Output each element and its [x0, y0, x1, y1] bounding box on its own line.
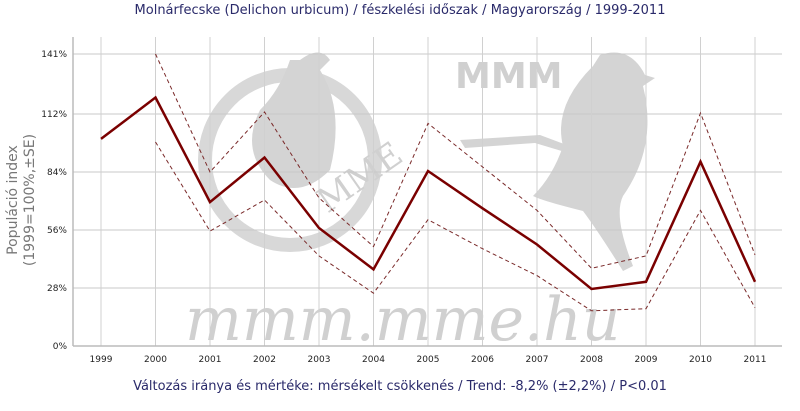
x-tick-label: 2001 — [199, 355, 222, 365]
x-tick-label: 2011 — [744, 355, 767, 365]
x-tick-label: 2000 — [144, 355, 167, 365]
y-tick-label: 0% — [53, 342, 68, 352]
x-tick-label: 2009 — [635, 355, 658, 365]
x-tick-label: 2007 — [526, 355, 549, 365]
chart-title: Molnárfecske (Delichon urbicum) / fészke… — [134, 3, 666, 18]
x-tick-label: 2003 — [308, 355, 331, 365]
mmm-logo-bird — [533, 52, 655, 271]
x-tick-label: 2010 — [689, 355, 712, 365]
y-tick-label: 141% — [41, 50, 67, 60]
branch — [460, 135, 580, 155]
mmm-logo-text: MMM — [455, 56, 562, 97]
y-axis-label-line1: Populáció index — [5, 145, 21, 255]
x-tick-label: 1999 — [90, 355, 113, 365]
series-line-lower-se — [155, 141, 756, 312]
x-tick-label: 2005 — [417, 355, 440, 365]
y-tick-label: 56% — [47, 226, 67, 236]
series-line-index — [100, 95, 757, 291]
y-tick-label: 28% — [47, 284, 67, 294]
trend-summary: Változás iránya és mértéke: mérsékelt cs… — [133, 379, 667, 394]
x-tick-label: 2004 — [362, 355, 385, 365]
site-watermark: mmm.mme.hu — [185, 285, 620, 355]
x-tick-label: 2006 — [471, 355, 494, 365]
mme-logo-bird — [252, 52, 336, 188]
x-tick-label: 2002 — [253, 355, 276, 365]
y-tick-label: 84% — [47, 168, 67, 178]
series-line-upper-se — [155, 53, 756, 269]
watermark-logos: MME MMM mmm.mme.hu — [185, 52, 655, 355]
y-axis-label-line2: (1999=100%,±SE) — [22, 134, 38, 266]
x-tick-label: 2008 — [580, 355, 603, 365]
y-tick-label: 112% — [41, 110, 67, 120]
